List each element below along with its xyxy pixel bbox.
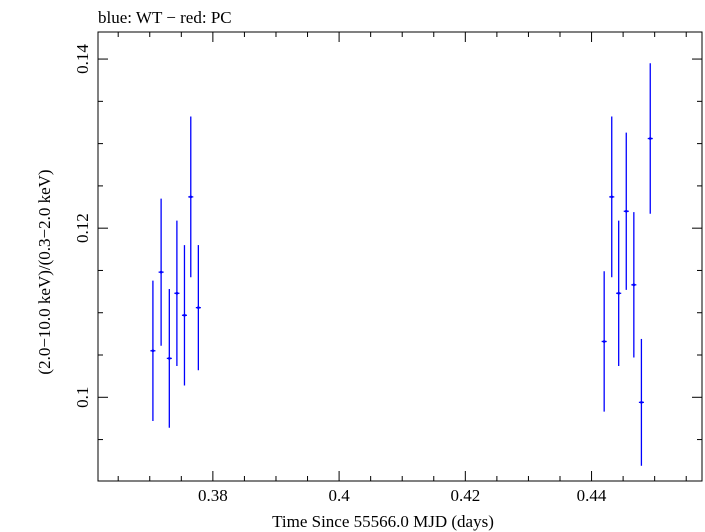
y-axis-label: (2.0−10.0 keV)/(0.3−2.0 keV) xyxy=(35,169,54,374)
y-tick-label: 0.14 xyxy=(73,44,92,74)
data-point xyxy=(623,132,629,290)
data-marker xyxy=(189,195,193,199)
data-marker xyxy=(617,291,621,295)
chart-title: blue: WT − red: PC xyxy=(98,8,232,27)
plot-frame xyxy=(97,31,703,482)
data-point xyxy=(631,212,637,358)
y-axis: 0.1 0.12 0.14 xyxy=(73,44,702,441)
data-point xyxy=(195,245,201,371)
x-tick-label: 0.44 xyxy=(577,486,607,505)
data-marker xyxy=(602,340,606,343)
data-point xyxy=(601,271,607,412)
data-point xyxy=(150,280,156,421)
data-point xyxy=(647,63,653,214)
data-marker xyxy=(624,209,628,213)
data-marker xyxy=(167,356,171,360)
data-marker xyxy=(632,283,636,287)
data-point xyxy=(166,289,172,428)
data-marker xyxy=(640,400,643,404)
data-point xyxy=(609,116,615,278)
data-marker xyxy=(183,313,186,317)
data-point xyxy=(638,338,644,466)
data-marker xyxy=(648,137,652,140)
data-marker xyxy=(175,291,179,295)
y-tick-label: 0.12 xyxy=(73,213,92,243)
data-point xyxy=(181,245,187,386)
data-marker xyxy=(159,270,163,274)
data-marker xyxy=(196,306,200,310)
data-point xyxy=(616,220,622,367)
data-point xyxy=(174,220,180,367)
x-axis: 0.38 0.4 0.42 0.44 xyxy=(117,32,687,505)
data-point xyxy=(158,198,164,346)
x-tick-label: 0.38 xyxy=(198,486,228,505)
data-marker xyxy=(151,349,155,353)
y-tick-label: 0.1 xyxy=(73,387,92,408)
x-axis-label: Time Since 55566.0 MJD (days) xyxy=(272,512,494,531)
data-series-wt xyxy=(150,63,653,466)
data-marker xyxy=(610,195,614,199)
x-tick-label: 0.4 xyxy=(328,486,350,505)
data-point xyxy=(188,116,194,278)
x-tick-label: 0.42 xyxy=(450,486,480,505)
